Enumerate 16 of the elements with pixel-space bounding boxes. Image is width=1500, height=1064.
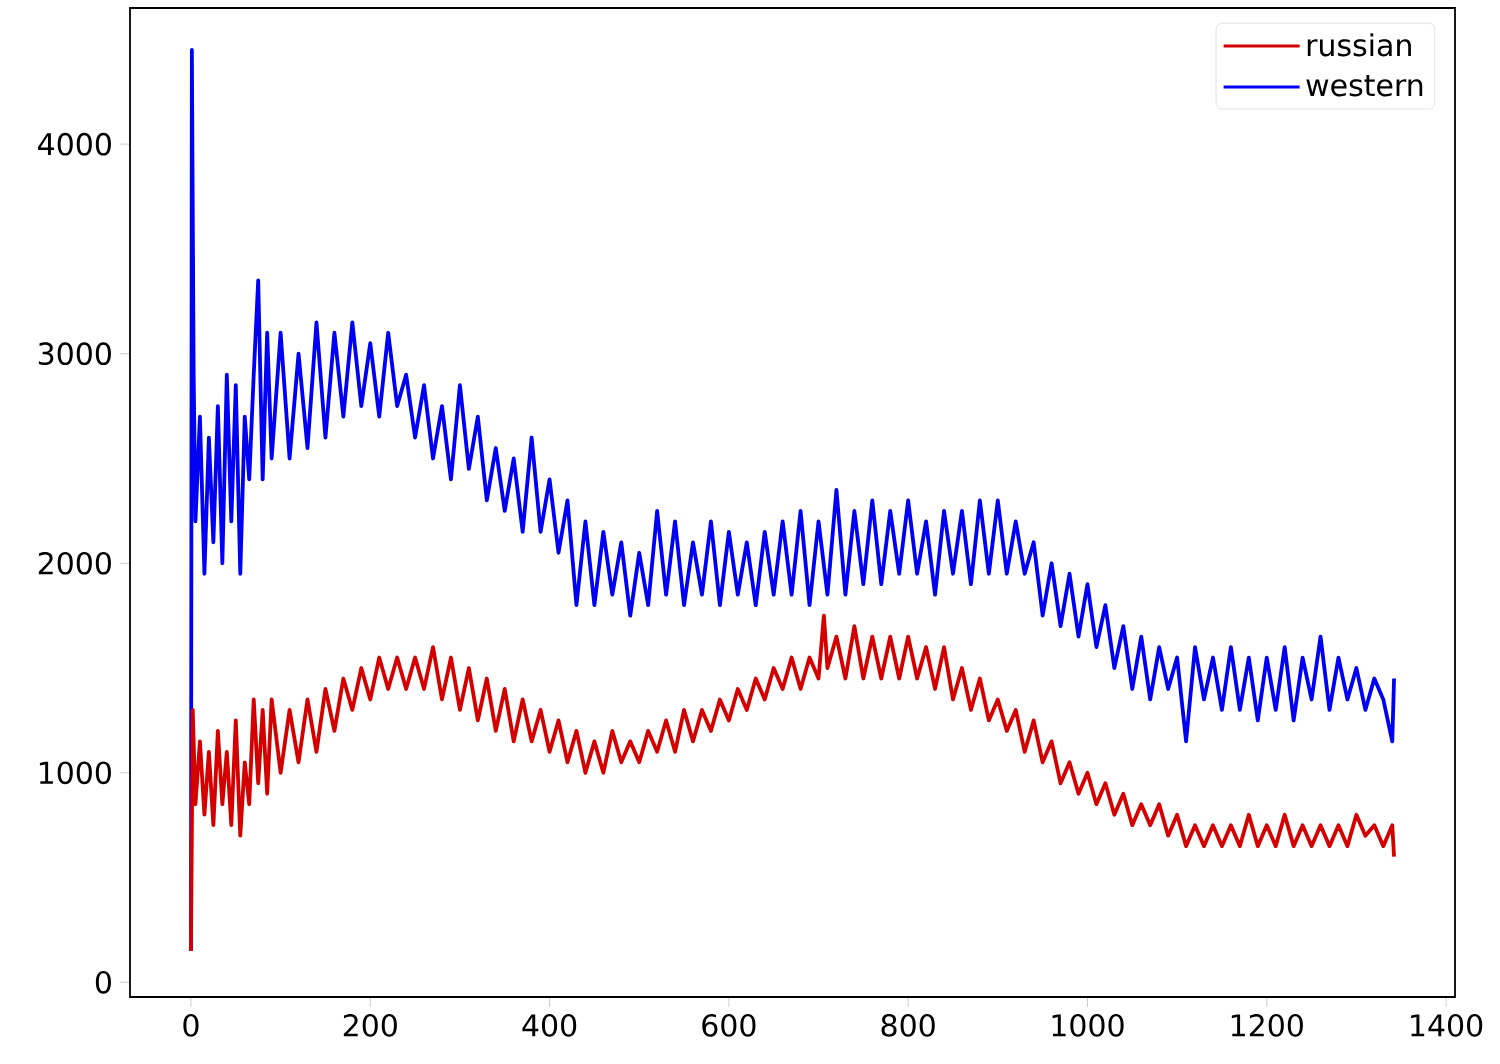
x-tick-label: 0	[183, 1014, 199, 1037]
y-tick-label: 4000	[38, 132, 111, 156]
x-tick-label: 200	[343, 1014, 397, 1037]
y-tick-label: 2000	[38, 551, 111, 575]
x-tick-label: 1200	[1231, 1014, 1303, 1037]
x-tick-label: 800	[881, 1014, 935, 1037]
x-tick-label: 400	[522, 1014, 577, 1037]
legend-label: russian	[1307, 33, 1411, 57]
y-tick-label: 3000	[38, 342, 111, 366]
legend-label: western	[1306, 74, 1423, 97]
line-series	[189, 613, 1396, 953]
y-tick-label: 0	[95, 970, 111, 994]
x-tick-label: 1000	[1052, 1014, 1124, 1037]
x-tick-label: 1400	[1411, 1014, 1483, 1037]
y-tick-label: 1000	[39, 761, 111, 785]
x-tick-label: 600	[702, 1014, 756, 1037]
